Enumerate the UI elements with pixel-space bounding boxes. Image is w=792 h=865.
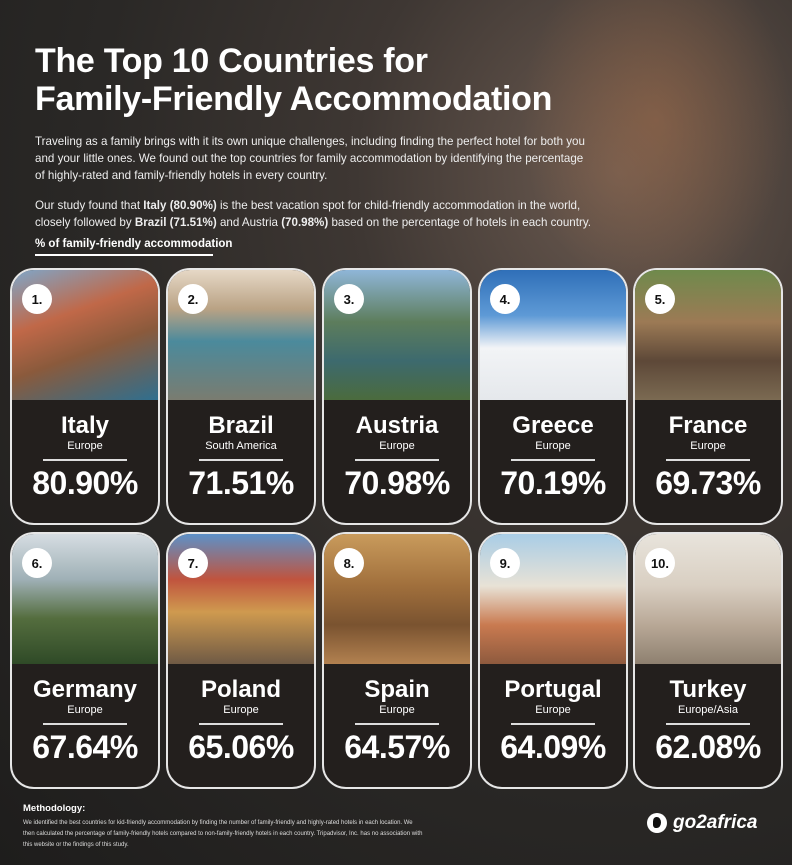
country-percentage: 62.08% <box>655 729 761 765</box>
country-region: Europe <box>223 704 259 716</box>
intro-paragraph-1: Traveling as a family brings with it its… <box>35 135 585 182</box>
country-card: 10. Turkey Europe/Asia 62.08% <box>633 532 783 789</box>
country-region: Europe <box>535 704 571 716</box>
divider <box>666 459 750 461</box>
country-name: Poland <box>200 676 281 703</box>
methodology-text: We identified the best countries for kid… <box>23 820 423 848</box>
rank-badge: 5. <box>645 284 675 314</box>
country-photo: 5. <box>635 270 781 400</box>
country-photo: 9. <box>480 534 626 664</box>
country-region: Europe <box>535 440 571 452</box>
divider <box>199 459 283 461</box>
country-photo: 4. <box>480 270 626 400</box>
rank-badge: 2. <box>178 284 208 314</box>
country-percentage: 70.98% <box>344 465 450 501</box>
country-percentage: 67.64% <box>32 729 138 765</box>
rank-badge: 4. <box>490 284 520 314</box>
country-percentage: 70.19% <box>500 465 606 501</box>
country-photo: 6. <box>12 534 158 664</box>
divider <box>511 723 595 725</box>
divider <box>666 723 750 725</box>
divider <box>355 459 439 461</box>
country-region: Europe <box>67 440 103 452</box>
country-photo: 1. <box>12 270 158 400</box>
country-name: Austria <box>355 412 439 439</box>
go2africa-logo: go2africa <box>647 812 757 834</box>
country-photo: 3. <box>324 270 470 400</box>
country-region: Europe <box>690 440 726 452</box>
country-name: Turkey <box>669 676 747 703</box>
country-percentage: 69.73% <box>655 465 761 501</box>
country-card: 4. Greece Europe 70.19% <box>478 268 628 525</box>
country-photo: 7. <box>168 534 314 664</box>
rank-badge: 9. <box>490 548 520 578</box>
country-percentage: 64.57% <box>344 729 450 765</box>
divider <box>43 459 127 461</box>
rank-badge: 6. <box>22 548 52 578</box>
section-label: % of family-friendly accommodation <box>35 238 233 250</box>
rank-badge: 3. <box>334 284 364 314</box>
section-underline <box>35 254 213 256</box>
intro-paragraph-2: Our study found that Italy (80.90%) is t… <box>35 199 591 229</box>
divider <box>511 459 595 461</box>
country-name: Greece <box>512 412 594 439</box>
country-card: 3. Austria Europe 70.98% <box>322 268 472 525</box>
rank-badge: 8. <box>334 548 364 578</box>
country-card: 6. Germany Europe 67.64% <box>10 532 160 789</box>
country-percentage: 80.90% <box>32 465 138 501</box>
country-name: Italy <box>60 412 110 439</box>
country-photo: 8. <box>324 534 470 664</box>
background-photo <box>520 0 792 300</box>
country-region: Europe <box>379 440 415 452</box>
country-name: France <box>668 412 748 439</box>
divider <box>355 723 439 725</box>
methodology-title: Methodology: <box>23 803 86 814</box>
country-region: Europe <box>67 704 103 716</box>
divider <box>43 723 127 725</box>
intro: Traveling as a family brings with it its… <box>35 133 595 244</box>
country-name: Spain <box>364 676 430 703</box>
country-photo: 10. <box>635 534 781 664</box>
country-percentage: 64.09% <box>500 729 606 765</box>
rank-badge: 1. <box>22 284 52 314</box>
divider <box>199 723 283 725</box>
country-photo: 2. <box>168 270 314 400</box>
country-card: 5. France Europe 69.73% <box>633 268 783 525</box>
country-card: 8. Spain Europe 64.57% <box>322 532 472 789</box>
country-name: Portugal <box>504 676 602 703</box>
country-region: Europe/Asia <box>678 704 738 716</box>
country-name: Brazil <box>208 412 274 439</box>
page-title: The Top 10 Countries for Family-Friendly … <box>35 42 553 118</box>
country-card: 1. Italy Europe 80.90% <box>10 268 160 525</box>
country-card: 7. Poland Europe 65.06% <box>166 532 316 789</box>
country-region: Europe <box>379 704 415 716</box>
rank-badge: 7. <box>178 548 208 578</box>
country-percentage: 65.06% <box>188 729 294 765</box>
country-region: South America <box>205 440 277 452</box>
country-percentage: 71.51% <box>188 465 294 501</box>
country-card: 9. Portugal Europe 64.09% <box>478 532 628 789</box>
africa-globe-icon <box>647 813 667 833</box>
country-name: Germany <box>32 676 138 703</box>
rank-badge: 10. <box>645 548 675 578</box>
country-card: 2. Brazil South America 71.51% <box>166 268 316 525</box>
